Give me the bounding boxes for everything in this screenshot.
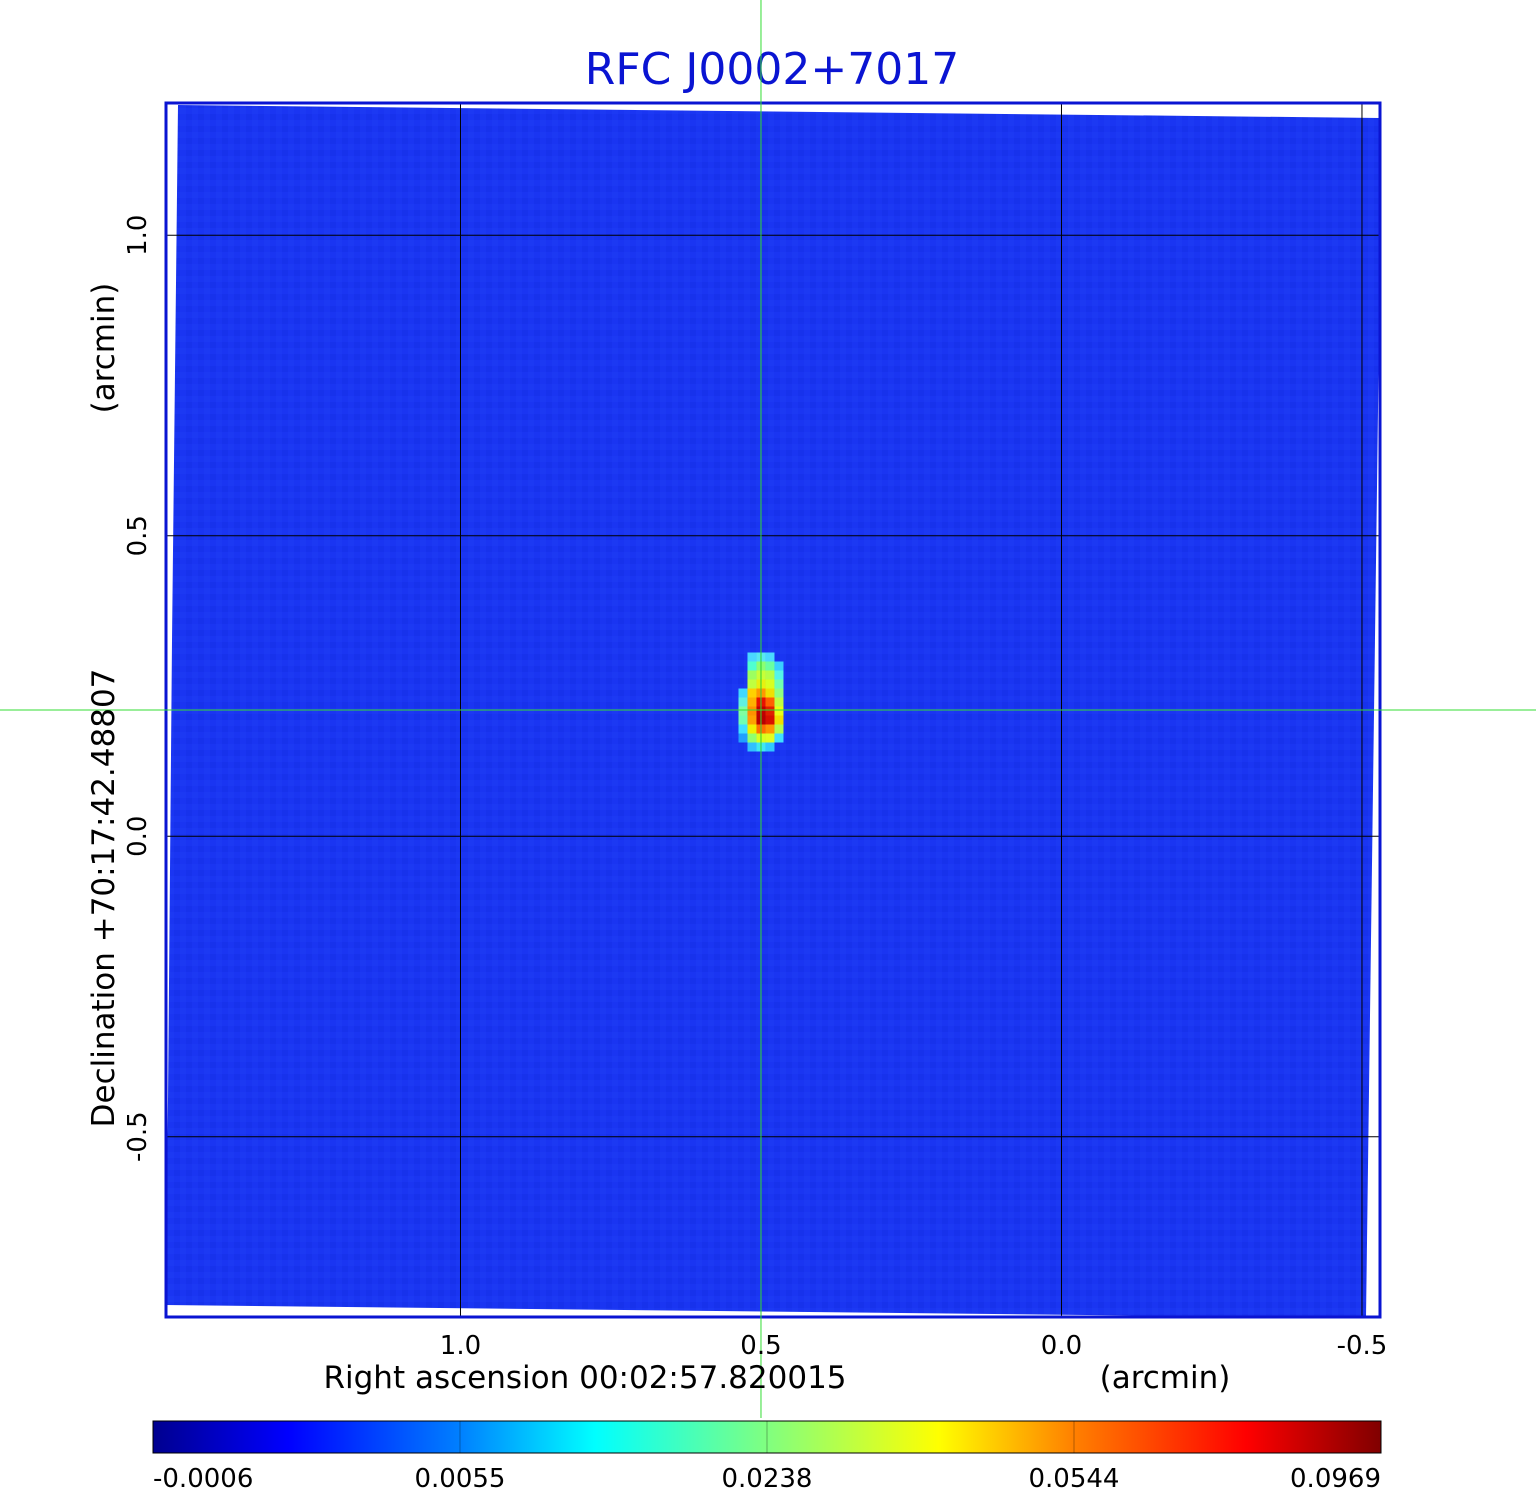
source-pixel [747, 715, 757, 725]
y-tick-label: 1.0 [123, 215, 153, 256]
source-pixel [765, 724, 775, 734]
x-tick-label: 0.5 [740, 1331, 781, 1361]
source-pixel [765, 652, 775, 662]
source-pixel [747, 688, 757, 698]
source-pixel [738, 733, 748, 743]
source-pixel [774, 670, 784, 680]
source-pixel [765, 679, 775, 689]
crosshair [0, 0, 1536, 1418]
source-pixel [765, 670, 775, 680]
source-pixel [774, 679, 784, 689]
source-pixel [738, 688, 748, 698]
x-tick-labels: 1.0 0.5 0.0 -0.5 [440, 1331, 1388, 1361]
x-axis-label: Right ascension 00:02:57.820015 [323, 1360, 846, 1396]
source-pixel [765, 697, 775, 707]
x-tick-label: 1.0 [440, 1331, 481, 1361]
colorbar-tick-label: 0.0055 [415, 1464, 506, 1494]
source-pixel [747, 697, 757, 707]
source-pixel [747, 652, 757, 662]
y-tick-label: 0.5 [123, 515, 153, 556]
chart-title: RFC J0002+7017 [585, 44, 959, 95]
source-pixel [765, 742, 775, 752]
source-pixel [747, 679, 757, 689]
source-pixel [747, 733, 757, 743]
colorbar-tick-label: 0.0544 [1029, 1464, 1120, 1494]
source-pixel [774, 697, 784, 707]
x-tick-label: 0.0 [1041, 1331, 1082, 1361]
source-pixel [738, 715, 748, 725]
source-pixel [765, 661, 775, 671]
source-pixel [774, 715, 784, 725]
source-pixel [774, 688, 784, 698]
source-pixel [747, 670, 757, 680]
colorbar-tick-label: 0.0238 [722, 1464, 813, 1494]
source-pixel [738, 697, 748, 707]
source-pixel [738, 724, 748, 734]
source-pixel [738, 706, 748, 716]
source-pixel [765, 715, 775, 725]
source-pixel [774, 706, 784, 716]
y-axis-label: Declination +70:17:42.48807 [86, 669, 122, 1128]
source-pixel [747, 742, 757, 752]
x-axis-unit: (arcmin) [1100, 1360, 1231, 1396]
source-pixel [765, 733, 775, 743]
colorbar-tick-labels: -0.0006 0.0055 0.0238 0.0544 0.0969 [153, 1421, 1381, 1494]
source-pixel [774, 733, 784, 743]
colorbar-tick-label: 0.0969 [1290, 1464, 1381, 1494]
source-pixel [765, 688, 775, 698]
y-tick-label: -0.5 [123, 1111, 153, 1162]
source-pixel [747, 724, 757, 734]
y-tick-labels: 1.0 0.5 0.0 -0.5 [123, 215, 153, 1163]
colorbar-tick-label: -0.0006 [153, 1464, 253, 1494]
source-pixel [765, 706, 775, 716]
map-image [165, 105, 1380, 1318]
x-tick-label: -0.5 [1337, 1331, 1388, 1361]
source-pixel [774, 661, 784, 671]
source-pixel [747, 706, 757, 716]
source-pixel [747, 661, 757, 671]
y-axis-unit: (arcmin) [86, 283, 122, 414]
source-pixel [774, 724, 784, 734]
y-tick-label: 0.0 [123, 816, 153, 857]
